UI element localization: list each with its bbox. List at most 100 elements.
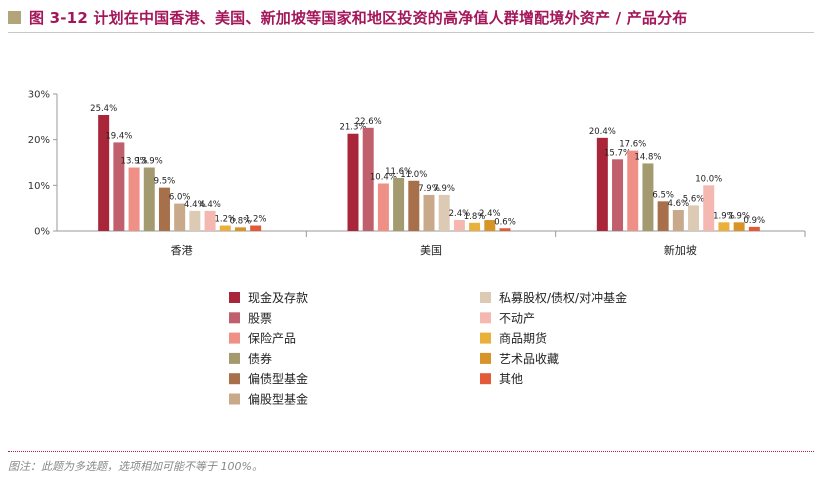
bar-value-label: 1.8% (464, 212, 486, 222)
bar (234, 227, 246, 231)
bar-value-label: 17.6% (619, 140, 646, 150)
bar-value-label: 10.4% (370, 173, 397, 183)
bar-value-label: 14.8% (634, 152, 661, 162)
bar-value-label: 7.9% (418, 184, 440, 194)
legend-label: 债券 (248, 351, 272, 366)
bar (733, 222, 745, 231)
bar (143, 167, 155, 231)
x-category-label: 新加坡 (664, 243, 697, 257)
legend-label: 私募股权/债权/对冲基金 (499, 290, 627, 305)
legend-swatch (480, 312, 491, 324)
bar (158, 187, 170, 231)
bar-value-label: 1.9% (728, 211, 750, 221)
bar-value-label: 6.5% (652, 190, 674, 200)
bar (596, 137, 608, 231)
bar-value-label: 4.6% (668, 199, 690, 209)
bar-value-label: 11.6% (385, 167, 412, 177)
x-category-label: 美国 (420, 244, 442, 257)
bar (703, 185, 715, 231)
bar (408, 180, 420, 231)
legend-label: 其他 (499, 372, 523, 386)
legend-swatch (480, 332, 491, 344)
legend-label: 不动产 (499, 311, 535, 325)
bar (250, 225, 262, 231)
bar (627, 150, 639, 231)
bar-value-label: 25.4% (90, 104, 117, 114)
footnote: 图注：此题为多选题，选项相加可能不等于 100%。 (8, 460, 263, 473)
y-tick-label: 20% (28, 135, 50, 146)
bar (98, 115, 110, 231)
footer-divider (8, 451, 814, 452)
bar (189, 210, 201, 231)
bar-value-label: 22.6% (355, 117, 382, 127)
bar (469, 222, 481, 231)
bar-value-label: 6.0% (169, 193, 191, 203)
bar (438, 194, 450, 231)
legend-swatch (229, 373, 240, 385)
bar (423, 194, 435, 231)
legend-swatch (229, 332, 240, 344)
bar-value-label: 13.9% (121, 157, 148, 167)
bar (657, 201, 669, 231)
bar-value-label: 1.2% (214, 215, 236, 225)
bar (113, 142, 125, 231)
legend-label: 艺术品收藏 (499, 352, 559, 366)
bar-value-label: 10.0% (695, 174, 722, 184)
legend-swatch (229, 352, 240, 364)
legend-swatch (229, 393, 240, 405)
bar-value-label: 0.6% (494, 217, 516, 227)
bar (219, 225, 231, 231)
bar-value-label: 9.5% (154, 177, 176, 187)
legend-label: 现金及存款 (248, 290, 308, 305)
chart-canvas: 0% 10% 20% 30% 香港 25.4% 19.4% 13.9%13.9% 9.5% 6.0… (28, 90, 806, 407)
bar (347, 133, 359, 231)
title-divider (8, 32, 814, 33)
bar-value-label: 1.2% (245, 215, 267, 225)
legend-label: 偏债型基金 (248, 371, 308, 386)
bar (362, 127, 374, 231)
bar-value-label: 2.4% (479, 209, 501, 219)
bar-value-label: 7.9% (433, 184, 455, 194)
bar (642, 163, 654, 231)
legend-label: 偏股型基金 (248, 392, 308, 407)
legend-label: 保险产品 (248, 331, 296, 346)
bar (672, 209, 684, 231)
y-tick-label: 30% (28, 90, 50, 101)
bar (393, 178, 405, 231)
legend-label: 股票 (248, 311, 272, 325)
bar-value-label: 2.4% (449, 209, 471, 219)
bar (748, 226, 760, 231)
y-tick-label: 10% (28, 181, 50, 192)
bar (453, 220, 465, 231)
bar-value-label: 0.8% (230, 216, 252, 226)
bar (499, 228, 511, 231)
legend-swatch (229, 292, 240, 303)
bar (174, 203, 186, 231)
title-marker-square (8, 10, 21, 24)
bar (204, 210, 216, 231)
bar-value-label: 19.4% (105, 131, 132, 141)
figure-title-bar: 图 3-12 计划在中国香港、美国、新加坡等国家和地区投资的高净值人群增配境外资… (8, 6, 688, 28)
bar-value-label: 4.4% (199, 200, 221, 210)
y-tick-label: 0% (34, 227, 50, 238)
bar-value-label: 21.3% (339, 123, 366, 133)
bar (128, 167, 140, 231)
bar-value-label: 0.9% (744, 216, 766, 226)
bar-value-label: 15.7% (604, 148, 631, 158)
bar-value-label: 4.4% (184, 200, 206, 210)
legend-swatch (480, 352, 491, 364)
legend-label: 商品期货 (499, 331, 547, 346)
x-category-label: 香港 (171, 244, 193, 257)
bar (377, 183, 389, 231)
bar (688, 205, 700, 231)
bar (484, 220, 496, 231)
bar-value-label: 20.4% (589, 127, 616, 137)
legend-swatch (480, 292, 491, 303)
bar-value-label: 5.6% (683, 194, 705, 204)
bar (718, 222, 730, 231)
legend-swatch (229, 312, 240, 324)
bar-value-label: 13.9% (136, 157, 163, 167)
figure-title: 图 3-12 计划在中国香港、美国、新加坡等国家和地区投资的高净值人群增配境外资… (29, 8, 688, 27)
bar-value-label: 11.0% (400, 170, 427, 180)
bar (612, 159, 624, 231)
